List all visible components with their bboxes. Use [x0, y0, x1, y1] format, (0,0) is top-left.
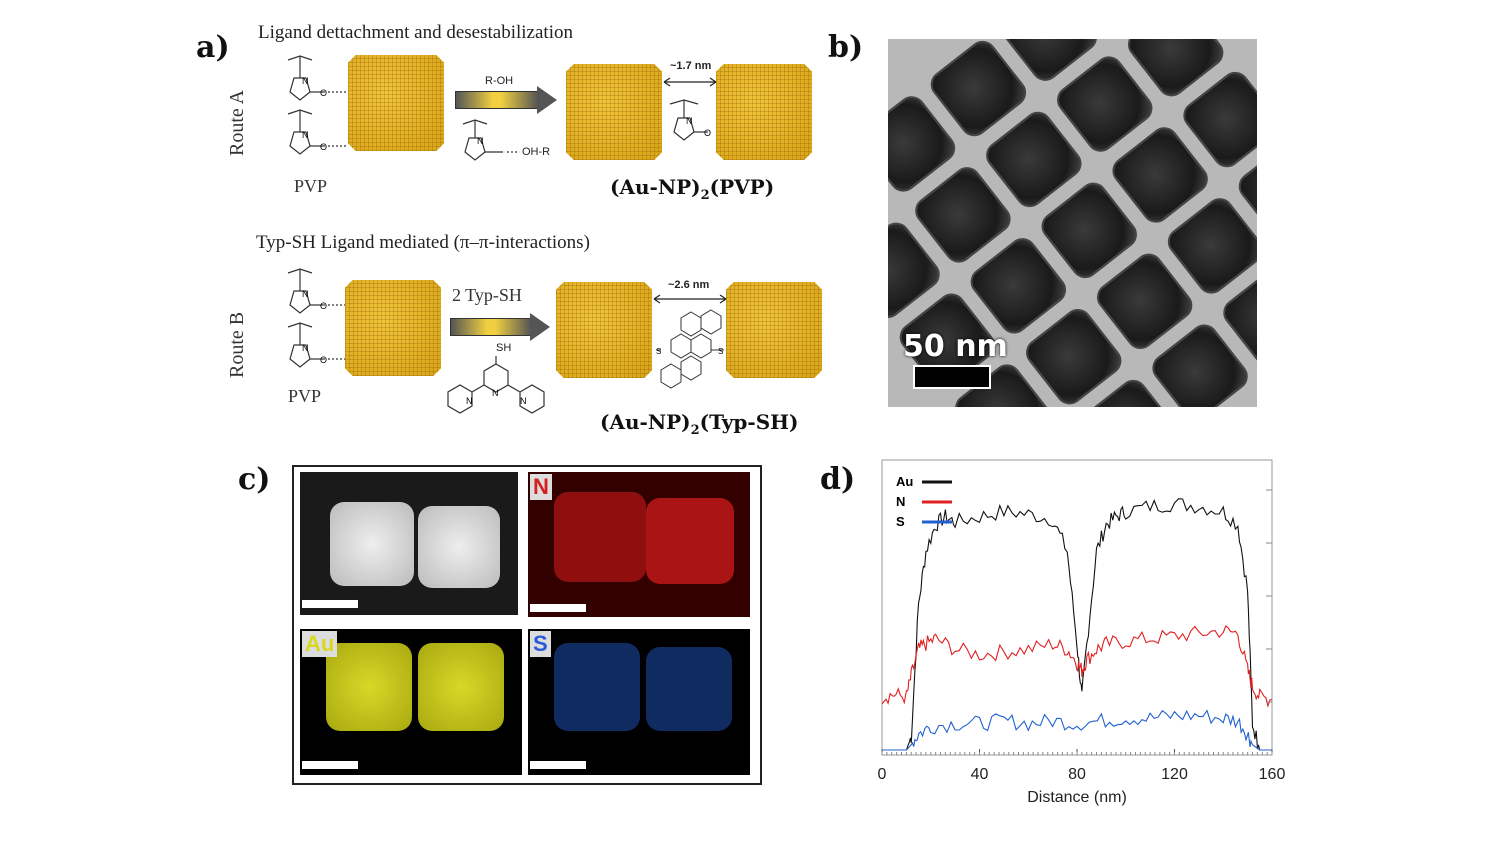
- series-line-n: [881, 625, 1273, 708]
- bridging-pvp-structure: N O: [669, 99, 711, 141]
- gold-tag: Au: [302, 631, 338, 657]
- x-tick-label: 0: [878, 766, 887, 783]
- spacing-label-b: ~2.6 nm: [668, 279, 710, 291]
- product-label-a: (Au-NP)2(PVP): [610, 175, 774, 203]
- tem-scale-label: 50 nm: [903, 329, 1008, 364]
- gold-nanocube: [566, 64, 662, 160]
- spacing-arrow-icon: [663, 77, 717, 87]
- product-b-main: (Au-NP): [600, 410, 691, 434]
- haadf-image: [300, 472, 518, 615]
- nitrogen-map: N: [528, 472, 750, 617]
- x-axis-label: Distance (nm): [1027, 789, 1127, 806]
- route-b-caption: Typ-SH Ligand mediated (π–π-interactions…: [256, 232, 590, 253]
- legend-label-au: Au: [896, 474, 913, 489]
- svg-text:N: N: [302, 130, 309, 140]
- svg-text:O: O: [320, 88, 327, 98]
- svg-text:O: O: [320, 301, 327, 311]
- product-label-b: (Au-NP)2(Typ-SH): [600, 410, 799, 438]
- pvp-structure-b: N O N O: [287, 268, 346, 368]
- product-a-main: (Au-NP): [610, 175, 701, 199]
- svg-text:O: O: [320, 142, 327, 152]
- svg-text:N: N: [492, 388, 499, 398]
- svg-text:O: O: [704, 128, 711, 138]
- nitrogen-tag: N: [530, 474, 552, 500]
- x-tick-label: 80: [1068, 766, 1086, 783]
- svg-text:O: O: [320, 355, 327, 365]
- svg-text:S: S: [718, 347, 723, 356]
- complex-label-a: OH-R: [522, 146, 551, 158]
- product-a-tail: (PVP): [709, 175, 775, 199]
- panel-label-a: a): [196, 30, 230, 65]
- legend-label-s: S: [896, 514, 905, 529]
- svg-text:N: N: [302, 343, 309, 353]
- pvp-label-b: PVP: [288, 386, 322, 406]
- spacing-label-a: ~1.7 nm: [670, 60, 712, 72]
- plot-area: [881, 459, 1273, 756]
- pvp-structure-a: N O N O: [287, 55, 346, 155]
- tem-scale-bar: [913, 365, 991, 389]
- x-tick-label: 160: [1259, 766, 1286, 783]
- pvp-label-a: PVP: [294, 176, 328, 196]
- x-tick-label: 120: [1161, 766, 1188, 783]
- legend-label-n: N: [896, 494, 905, 509]
- product-b-subscript: 2: [690, 423, 700, 438]
- route-b-label: Route B: [226, 311, 248, 378]
- svg-text:N: N: [686, 116, 693, 126]
- arrow-head-icon: [537, 86, 557, 114]
- svg-text:N: N: [520, 396, 527, 406]
- product-b-tail: (Typ-SH): [699, 410, 799, 434]
- eds-map-frame: N Au S: [292, 465, 762, 785]
- gold-nanocube: [726, 282, 822, 378]
- pvp-roh-complex: N: [462, 119, 519, 161]
- series-line-s: [882, 709, 1272, 751]
- arrow-head-icon: [530, 313, 550, 341]
- svg-text:N: N: [466, 396, 473, 406]
- gold-map: Au: [300, 629, 522, 775]
- sulfur-map: S: [528, 629, 750, 775]
- route-a-caption: Ligand dettachment and desestabilization: [258, 22, 573, 43]
- x-tick-label: 40: [971, 766, 989, 783]
- terpyridine-thiol-structure: N N N: [447, 356, 545, 414]
- gold-nanocube: [345, 280, 441, 376]
- sulfur-tag: S: [530, 631, 551, 657]
- svg-text:N: N: [477, 136, 484, 146]
- reagent-label-b: 2 Typ-SH: [452, 285, 522, 305]
- reagent-label-a: R-OH: [485, 75, 514, 87]
- product-a-subscript: 2: [700, 188, 710, 203]
- svg-text:S: S: [656, 347, 661, 356]
- sh-label: SH: [496, 342, 512, 354]
- gold-nanocube: [556, 282, 652, 378]
- svg-text:N: N: [302, 76, 309, 86]
- panel-label-b: b): [828, 30, 864, 65]
- panel-label-d: d): [820, 462, 856, 497]
- gold-nanocube: [716, 64, 812, 160]
- panel-label-c: c): [238, 462, 271, 497]
- svg-text:N: N: [302, 289, 309, 299]
- terpyridine-dimer-structure: S S: [656, 309, 724, 389]
- reaction-arrow-a: [455, 91, 539, 109]
- tem-micrograph: 50 nm: [888, 39, 1257, 407]
- reaction-arrow-b: [450, 318, 532, 336]
- series-line-au: [882, 498, 1272, 751]
- route-a-label: Route A: [226, 89, 248, 156]
- eds-line-profile-chart: Au NS 0 40 80 120 160 Distance (nm): [878, 459, 1286, 806]
- spacing-arrow-icon: [653, 294, 727, 304]
- gold-nanocube: [348, 55, 444, 151]
